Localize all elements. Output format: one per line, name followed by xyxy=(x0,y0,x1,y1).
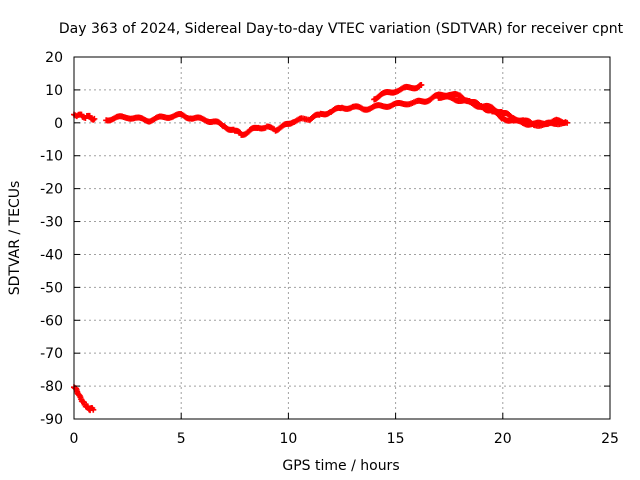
x-axis-label: GPS time / hours xyxy=(282,458,399,474)
y-tick-label: 0 xyxy=(54,116,63,132)
data-point xyxy=(418,81,425,88)
chart-title: Day 363 of 2024, Sidereal Day-to-day VTE… xyxy=(59,21,624,37)
series-segment xyxy=(71,111,98,123)
y-tick-label: -30 xyxy=(40,215,63,231)
x-tick-label: 20 xyxy=(494,431,512,447)
y-tick-label: -60 xyxy=(40,313,63,329)
series-segment xyxy=(103,91,568,138)
y-tick-label: -10 xyxy=(40,149,63,165)
grid-lines xyxy=(74,57,610,419)
x-tick-label: 25 xyxy=(601,431,619,447)
series-segment xyxy=(435,93,571,129)
data-point xyxy=(564,119,571,126)
x-tick-label: 5 xyxy=(177,431,186,447)
y-tick-label: -40 xyxy=(40,247,63,263)
data-point xyxy=(236,128,243,135)
data-point xyxy=(90,406,97,413)
x-tick-label: 10 xyxy=(279,431,297,447)
data-point xyxy=(90,116,97,123)
y-axis-label: SDTVAR / TECUs xyxy=(7,181,23,296)
y-tick-label: -20 xyxy=(40,182,63,198)
x-tick-labels: 0 5 10 15 20 25 xyxy=(70,431,619,447)
y-tick-label: -50 xyxy=(40,280,63,296)
x-tick-label: 0 xyxy=(70,431,79,447)
y-tick-label: -80 xyxy=(40,379,63,395)
data-layer xyxy=(71,81,571,414)
y-tick-label: -90 xyxy=(40,412,63,428)
series-segment xyxy=(371,81,425,103)
plot-frame xyxy=(73,56,611,420)
y-tick-label: 10 xyxy=(45,83,63,99)
data-point xyxy=(84,403,91,410)
series-segment xyxy=(71,384,97,414)
x-tick-label: 15 xyxy=(387,431,405,447)
y-tick-label: 20 xyxy=(45,50,63,66)
y-tick-labels: -90 -80 -70 -60 -50 -40 -30 -20 -10 0 10 20 xyxy=(40,50,63,428)
data-point xyxy=(91,115,98,122)
axis-ticks xyxy=(73,56,611,420)
y-tick-label: -70 xyxy=(40,346,63,362)
